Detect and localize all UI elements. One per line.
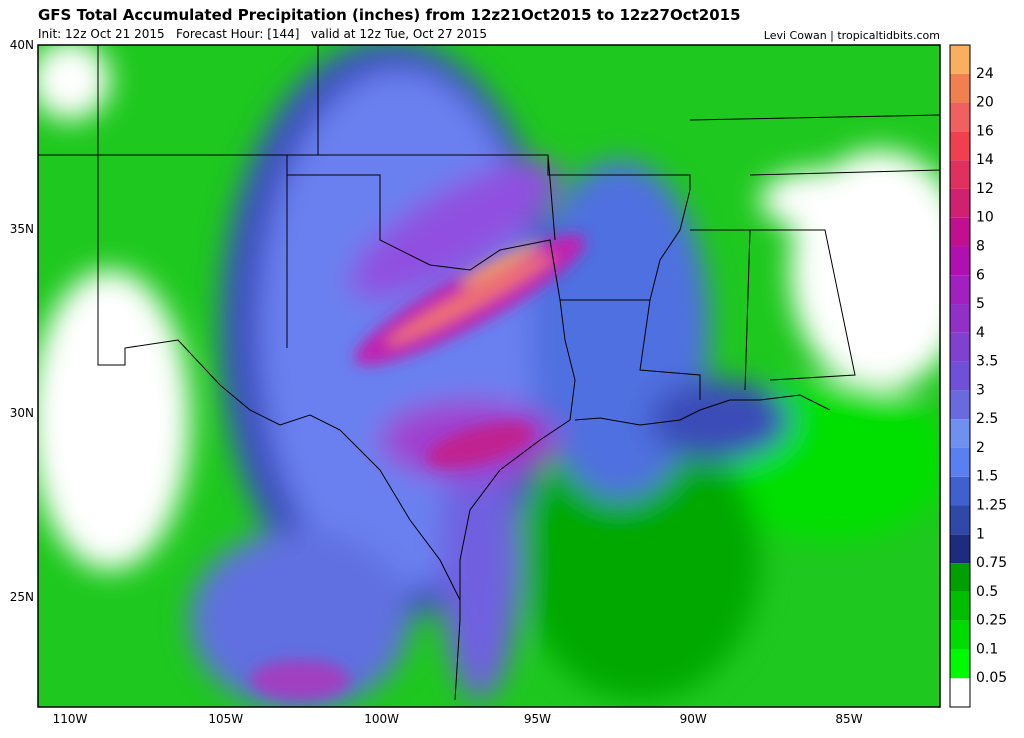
colorbar-swatch: [950, 332, 970, 362]
colorbar-label: 12: [976, 181, 994, 197]
colorbar-label: 6: [976, 267, 985, 283]
colorbar-label: 1.5: [976, 469, 998, 485]
colorbar-swatch: [950, 649, 970, 679]
colorbar-label: 5: [976, 296, 985, 312]
colorbar-swatch: [950, 476, 970, 506]
colorbar-swatch: [950, 419, 970, 448]
heavy-bands: [250, 234, 586, 700]
colorbar-swatch: [950, 275, 970, 305]
colorbar-label: 2: [976, 440, 985, 456]
lat-label: 25N: [10, 590, 34, 604]
colorbar-swatch: [950, 447, 970, 477]
colorbar-swatch: [950, 188, 970, 218]
colorbar-label: 4: [976, 325, 985, 341]
boundaries: [38, 45, 940, 701]
colorbar-swatch: [950, 620, 970, 650]
colorbar-label: 14: [976, 152, 994, 168]
colorbar-label: 0.75: [976, 555, 1007, 571]
colorbar-label: 8: [976, 238, 985, 254]
colorbar-swatch: [950, 217, 970, 247]
subtitle: Init: 12z Oct 21 2015 Forecast Hour: [14…: [38, 27, 487, 41]
colorbar-label: 16: [976, 123, 994, 139]
lon-label: 100W: [364, 712, 399, 726]
lat-label: 35N: [10, 222, 34, 236]
colorbar-label: 0.05: [976, 670, 1007, 686]
colorbar-label: 0.25: [976, 613, 1007, 629]
colorbar-swatch: [950, 304, 970, 333]
colorbar-frame: [949, 44, 971, 708]
lon-label: 90W: [680, 712, 707, 726]
title: GFS Total Accumulated Precipitation (inc…: [38, 6, 741, 24]
colorbar-swatch: [950, 591, 970, 621]
colorbar-swatch: [950, 131, 970, 161]
colorbar-swatch: [950, 246, 970, 276]
lon-label: 95W: [524, 712, 551, 726]
lon-label: 105W: [208, 712, 243, 726]
plot-frame: [37, 44, 941, 708]
lat-label: 40N: [10, 38, 34, 52]
colorbar-swatch: [950, 160, 970, 189]
colorbar-label: 10: [976, 210, 994, 226]
colorbar-label: 3.5: [976, 354, 998, 370]
colorbar-label: 1.25: [976, 498, 1007, 514]
colorbar-label: 3: [976, 382, 985, 398]
colorbar-label: 1: [976, 526, 985, 542]
colorbar-label: 2.5: [976, 411, 998, 427]
colorbar-swatch: [950, 73, 970, 103]
colorbar-swatch: [950, 102, 970, 132]
colorbar-swatch: [950, 45, 970, 74]
colorbar-label: 0.1: [976, 641, 998, 657]
colorbar-swatch: [950, 390, 970, 420]
credit: Levi Cowan | tropicaltidbits.com: [764, 29, 940, 42]
colorbar-swatch: [950, 361, 970, 391]
colorbar-swatch: [950, 505, 970, 535]
colorbar-swatch: [950, 678, 970, 707]
lon-label: 85W: [835, 712, 862, 726]
colorbar-label: 0.5: [976, 584, 998, 600]
lat-label: 30N: [10, 406, 34, 420]
colorbar-swatch: [950, 534, 970, 564]
colorbar-label: 24: [976, 66, 994, 82]
colorbar-swatch: [950, 563, 970, 592]
precip-field: [38, 45, 940, 707]
lon-label: 110W: [53, 712, 88, 726]
colorbar-label: 20: [976, 95, 994, 111]
